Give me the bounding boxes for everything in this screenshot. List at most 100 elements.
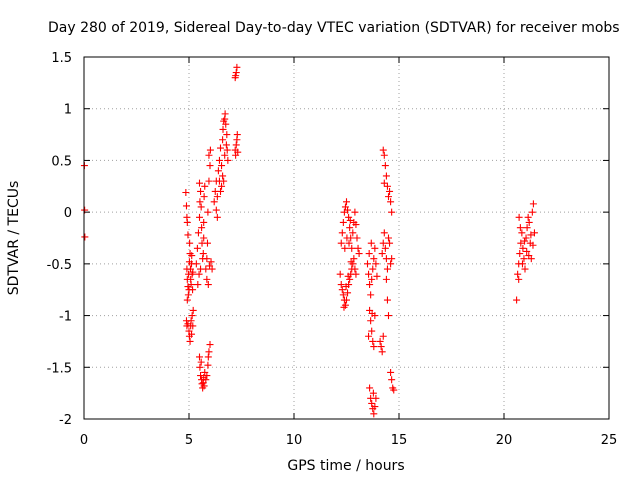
data-point [203, 239, 211, 247]
data-point [213, 193, 221, 201]
data-point [517, 239, 525, 247]
data-point [352, 270, 360, 278]
y-tick-label: -0.5 [47, 258, 72, 273]
data-point [382, 172, 390, 180]
data-point [367, 317, 375, 325]
data-point [196, 363, 204, 371]
data-point [368, 327, 376, 335]
data-point [521, 265, 529, 273]
data-point [222, 120, 230, 128]
data-point [186, 337, 194, 345]
data-point [378, 250, 386, 258]
data-point [338, 286, 346, 294]
y-tick-label: 1 [64, 103, 72, 118]
data-point [232, 141, 240, 149]
data-point [206, 146, 214, 154]
data-point [183, 218, 191, 226]
data-points [80, 63, 538, 418]
data-point [341, 244, 349, 252]
data-point [218, 182, 226, 190]
x-tick-label: 10 [286, 433, 303, 448]
data-point [379, 239, 387, 247]
data-point [194, 229, 202, 237]
data-point [206, 341, 214, 349]
data-point [204, 361, 212, 369]
data-point [200, 382, 208, 390]
data-point [339, 218, 347, 226]
data-point [218, 162, 226, 170]
data-point [337, 281, 345, 289]
y-tick-label: -1.5 [47, 361, 72, 376]
data-point [188, 330, 196, 338]
data-point [386, 239, 394, 247]
data-point [199, 379, 207, 387]
data-point [353, 234, 361, 242]
data-point [345, 213, 353, 221]
data-point [369, 389, 377, 397]
data-point [525, 218, 533, 226]
data-point [344, 272, 352, 280]
data-point [383, 265, 391, 273]
data-point [189, 286, 197, 294]
data-point [518, 229, 526, 237]
data-point [365, 270, 373, 278]
data-point [352, 221, 360, 229]
y-tick-label: 0.5 [51, 154, 72, 169]
x-tick-labels: 0 5 10 15 20 25 [80, 433, 617, 448]
data-point [346, 275, 354, 283]
data-point [513, 296, 521, 304]
data-point [515, 275, 523, 283]
data-point [182, 202, 190, 210]
data-point [188, 312, 196, 320]
data-point [343, 296, 350, 304]
data-point [385, 193, 392, 201]
data-point [339, 291, 347, 299]
data-point [232, 72, 240, 80]
x-tick-label: 5 [185, 433, 193, 448]
x-tick-label: 0 [80, 433, 88, 448]
data-point [344, 206, 352, 214]
data-point [370, 410, 378, 418]
data-point [354, 244, 362, 252]
data-point [195, 270, 203, 278]
data-point [385, 234, 392, 242]
data-point [368, 275, 376, 283]
data-point [368, 310, 376, 318]
data-point [217, 187, 224, 195]
data-point [347, 258, 355, 266]
data-point [233, 63, 241, 71]
data-point [224, 156, 232, 164]
data-point [523, 224, 531, 232]
data-point [370, 343, 378, 351]
y-tick-label: -2 [59, 413, 72, 428]
y-tick-label: -1 [59, 310, 72, 325]
data-point [379, 146, 387, 154]
data-point [529, 200, 537, 208]
data-point [345, 239, 353, 247]
data-point [380, 151, 388, 159]
data-point [390, 386, 398, 394]
data-point [516, 250, 524, 258]
data-point [385, 312, 392, 320]
data-point [204, 208, 212, 216]
data-point [371, 244, 379, 252]
data-point [213, 213, 221, 221]
data-point [198, 224, 206, 232]
data-point [223, 146, 231, 154]
data-point [349, 229, 357, 237]
data-point [364, 260, 371, 268]
data-point [214, 167, 222, 175]
data-point [377, 343, 385, 351]
y-tick-labels: -2 -1.5 -1 -0.5 0 0.5 1 1.5 [47, 51, 72, 428]
data-point [367, 291, 375, 299]
data-point [203, 255, 211, 263]
data-point [522, 234, 530, 242]
x-tick-label: 20 [496, 433, 513, 448]
data-point [223, 131, 231, 139]
data-point [343, 198, 350, 206]
data-point [189, 268, 197, 276]
data-point [196, 179, 203, 187]
data-point [388, 255, 396, 263]
data-point [519, 244, 527, 252]
data-point [197, 203, 205, 211]
